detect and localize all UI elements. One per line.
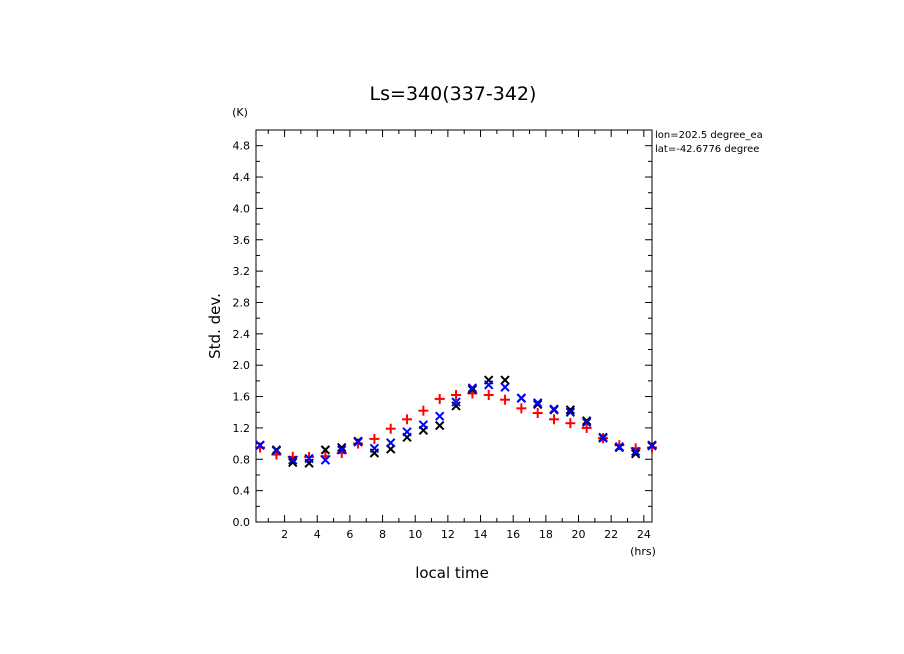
data-point-series-0 xyxy=(434,393,445,404)
data-point-series-2 xyxy=(467,383,478,393)
data-point-series-1 xyxy=(630,449,641,459)
data-point-series-1 xyxy=(500,375,510,385)
data-point-series-1 xyxy=(320,445,331,455)
data-point-series-2 xyxy=(614,442,625,452)
annotation-lat: lat=-42.6776 degree xyxy=(655,144,759,155)
data-point-series-2 xyxy=(337,445,347,455)
data-point-series-2 xyxy=(320,455,331,465)
y-tick-label: 0.0 xyxy=(233,516,251,529)
y-tick-label: 1.6 xyxy=(233,391,251,404)
y-tick-label: 2.8 xyxy=(233,296,251,309)
data-point-series-0 xyxy=(532,408,543,419)
y-tick-label: 2.0 xyxy=(233,359,251,372)
y-tick-label: 4.0 xyxy=(233,202,251,215)
data-point-series-2 xyxy=(483,380,494,390)
data-point-series-1 xyxy=(581,416,592,426)
y-tick-label: 3.2 xyxy=(233,265,251,278)
y-tick-label: 4.8 xyxy=(233,140,251,153)
y-tick-label: 0.8 xyxy=(233,453,251,466)
y-axis-ticks: 0.0 0.4 0.8 1.2 1.6 2.0 2.4 2.8 3.2 3.6 4.0 4.4 4.8 xyxy=(233,140,652,529)
data-point-series-0 xyxy=(451,389,462,400)
x-tick-label: 4 xyxy=(314,528,321,541)
data-point-series-0 xyxy=(402,414,413,425)
data-point-series-2 xyxy=(647,441,657,451)
data-point-series-2 xyxy=(402,427,412,437)
x-tick-label: 8 xyxy=(379,528,386,541)
data-point-series-1 xyxy=(435,420,445,431)
data-point-series-0 xyxy=(483,389,494,400)
x-tick-label: 14 xyxy=(474,528,488,541)
x-axis-label: local time xyxy=(415,564,489,582)
y-tick-label: 0.4 xyxy=(233,485,251,498)
data-point-series-2 xyxy=(598,433,608,443)
x-tick-label: 2 xyxy=(281,528,288,541)
x-tick-label: 16 xyxy=(506,528,520,541)
data-point-series-0 xyxy=(304,451,315,462)
data-point-series-0 xyxy=(385,423,396,434)
data-point-series-0 xyxy=(418,405,429,416)
data-point-series-2 xyxy=(581,417,592,428)
x-tick-label: 20 xyxy=(572,528,586,541)
y-tick-label: 4.4 xyxy=(233,171,251,184)
data-point-series-2 xyxy=(271,445,282,456)
data-point-series-0 xyxy=(516,403,527,414)
x-tick-label: 12 xyxy=(441,528,455,541)
data-markers xyxy=(255,375,657,468)
x-tick-label: 6 xyxy=(346,528,353,541)
x-tick-label: 24 xyxy=(637,528,651,541)
data-point-series-1 xyxy=(467,384,478,395)
x-tick-label: 22 xyxy=(604,528,618,541)
data-point-series-2 xyxy=(451,397,461,407)
annotation-lon: lon=202.5 degree_ea xyxy=(655,130,763,141)
chart-title: Ls=340(337-342) xyxy=(370,83,537,105)
data-point-series-2 xyxy=(353,437,363,447)
data-point-series-1 xyxy=(288,457,298,468)
data-point-series-1 xyxy=(337,442,347,453)
y-unit-label: (K) xyxy=(232,106,248,119)
data-point-series-0 xyxy=(549,414,560,425)
data-point-series-2 xyxy=(516,393,527,403)
data-point-series-2 xyxy=(630,446,641,457)
y-tick-label: 1.2 xyxy=(233,422,251,435)
data-point-series-1 xyxy=(532,399,543,410)
data-point-series-2 xyxy=(304,453,314,464)
x-unit-label: (hrs) xyxy=(630,545,656,558)
data-point-series-0 xyxy=(565,418,576,429)
data-point-series-2 xyxy=(532,398,543,408)
x-tick-label: 10 xyxy=(408,528,422,541)
data-point-series-2 xyxy=(418,420,429,430)
data-point-series-0 xyxy=(500,394,511,405)
data-point-series-2 xyxy=(565,407,576,417)
data-point-series-2 xyxy=(369,443,380,454)
data-point-series-1 xyxy=(565,405,576,415)
data-point-series-2 xyxy=(386,438,396,448)
data-point-series-2 xyxy=(288,455,298,465)
y-tick-label: 3.6 xyxy=(233,234,251,247)
data-point-series-2 xyxy=(435,411,445,421)
data-point-series-2 xyxy=(549,404,559,414)
y-tick-label: 2.4 xyxy=(233,328,251,341)
y-axis-label: Std. dev. xyxy=(206,293,224,359)
data-point-series-0 xyxy=(369,433,380,444)
data-point-series-2 xyxy=(255,440,265,450)
x-axis-ticks: 2 4 6 8 10 12 14 16 18 20 22 24 xyxy=(267,130,651,541)
data-point-series-2 xyxy=(500,382,510,392)
x-tick-label: 18 xyxy=(539,528,553,541)
plot-frame xyxy=(255,129,653,523)
data-point-series-0 xyxy=(581,422,592,433)
